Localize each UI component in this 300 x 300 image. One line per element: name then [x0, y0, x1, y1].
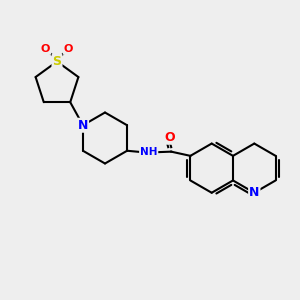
Text: N: N [249, 186, 260, 199]
Text: S: S [52, 55, 62, 68]
Text: O: O [64, 44, 73, 54]
Text: O: O [164, 131, 175, 144]
Text: O: O [41, 44, 50, 54]
Text: NH: NH [140, 147, 158, 157]
Text: N: N [78, 119, 88, 132]
